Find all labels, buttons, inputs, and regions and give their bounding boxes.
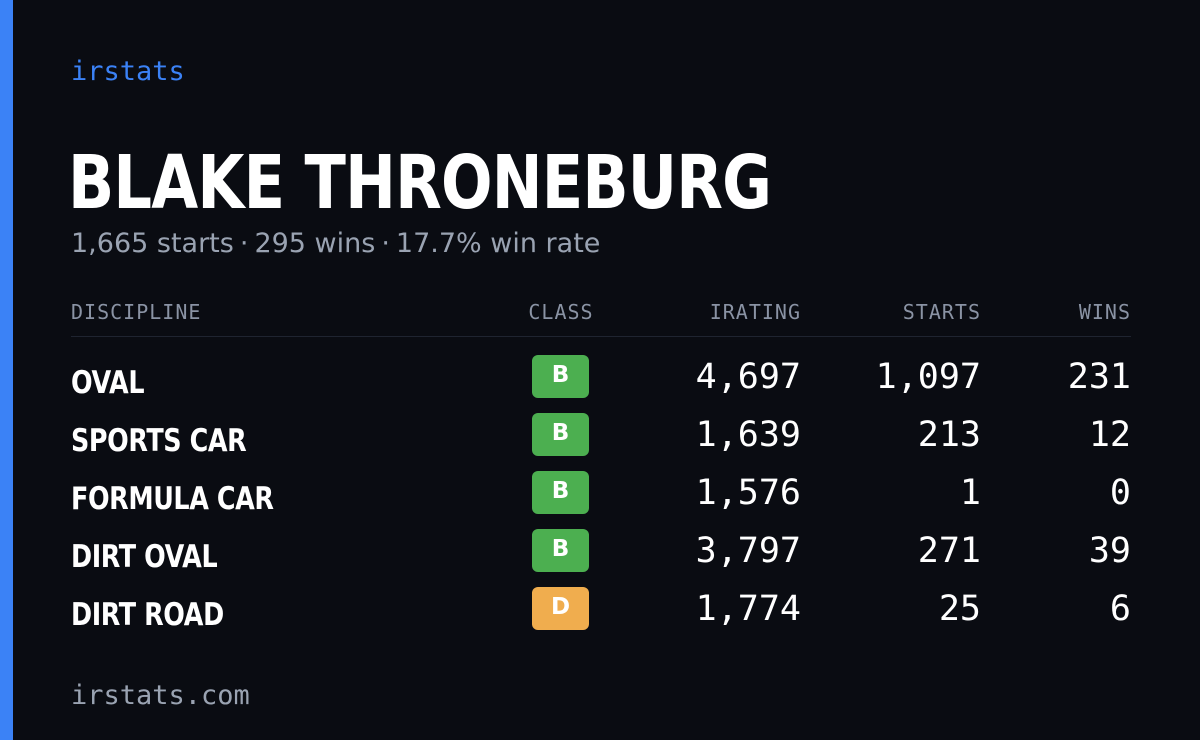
driver-name: BLAKE THRONEBURG (68, 140, 772, 226)
column-header-class: CLASS (528, 300, 594, 324)
summary-separator: · (381, 228, 390, 259)
class-badge: B (532, 413, 589, 456)
discipline-name: SPORTS CAR (71, 423, 247, 459)
column-header-discipline: DISCIPLINE (71, 300, 202, 324)
class-badge: B (532, 471, 589, 514)
class-badge: B (532, 355, 589, 398)
column-header-irating: IRATING (709, 300, 801, 324)
brand-logo-text: irstats (71, 56, 185, 87)
summary-separator: · (239, 228, 249, 259)
summary-wins: 295 wins (254, 228, 376, 259)
wins-value: 0 (1109, 473, 1131, 513)
starts-value: 271 (917, 531, 981, 571)
column-header-wins: WINS (1078, 300, 1131, 324)
wins-value: 231 (1067, 357, 1131, 397)
starts-value: 213 (917, 415, 981, 455)
summary-win-rate: 17.7% win rate (395, 228, 601, 259)
wins-value: 12 (1088, 415, 1131, 455)
discipline-name: OVAL (71, 365, 145, 401)
class-badge: B (532, 529, 589, 572)
table-row: DIRT ROAD D 1,774 25 6 (71, 587, 1131, 645)
class-badge: D (532, 587, 589, 630)
table-row: DIRT OVAL B 3,797 271 39 (71, 529, 1131, 587)
table-header: DISCIPLINE CLASS IRATING STARTS WINS (71, 296, 1131, 337)
driver-summary: 1,665 starts · 295 wins · 17.7% win rate (71, 228, 600, 259)
irating-value: 1,639 (695, 415, 801, 455)
irating-value: 4,697 (695, 357, 801, 397)
table-row: FORMULA CAR B 1,576 1 0 (71, 471, 1131, 529)
table-row: SPORTS CAR B 1,639 213 12 (71, 413, 1131, 471)
starts-value: 1,097 (875, 357, 981, 397)
discipline-name: FORMULA CAR (71, 481, 274, 517)
starts-value: 1 (959, 473, 981, 513)
footer-site-url: irstats.com (71, 680, 250, 711)
discipline-stats-table: DISCIPLINE CLASS IRATING STARTS WINS OVA… (71, 296, 1131, 645)
irating-value: 1,576 (695, 473, 801, 513)
starts-value: 25 (938, 589, 981, 629)
table-body: OVAL B 4,697 1,097 231 SPORTS CAR B 1,63… (71, 337, 1131, 645)
summary-starts: 1,665 starts (71, 228, 234, 259)
irating-value: 1,774 (695, 589, 801, 629)
wins-value: 39 (1088, 531, 1131, 571)
wins-value: 6 (1109, 589, 1131, 629)
discipline-name: DIRT OVAL (71, 539, 218, 575)
irating-value: 3,797 (695, 531, 801, 571)
discipline-name: DIRT ROAD (71, 597, 224, 633)
accent-bar (0, 0, 13, 740)
column-header-starts: STARTS (902, 300, 981, 324)
table-row: OVAL B 4,697 1,097 231 (71, 355, 1131, 413)
